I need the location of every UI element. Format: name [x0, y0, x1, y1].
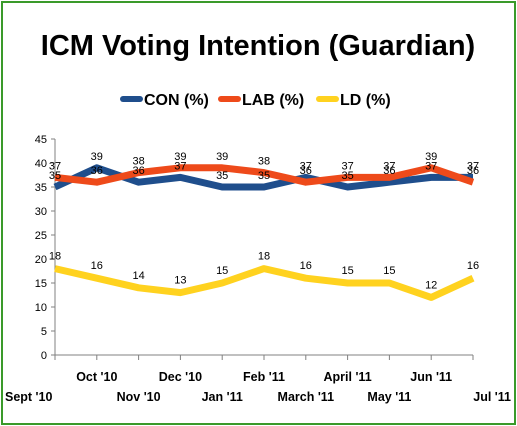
series-line-1 — [54, 164, 475, 186]
x-tick-label-7: April '11 — [324, 370, 372, 384]
data-label-0-4: 35 — [216, 170, 228, 182]
data-label-2-3: 13 — [174, 275, 186, 287]
y-tick-label-10: 10 — [35, 302, 47, 314]
data-label-1-8: 37 — [383, 160, 395, 172]
data-label-0-0: 35 — [49, 170, 61, 182]
y-tick-label-0: 0 — [41, 350, 47, 362]
x-tick-label-8: May '11 — [367, 390, 411, 404]
chart-title: ICM Voting Intention (Guardian) — [41, 30, 475, 62]
legend-label-2: LD (%) — [340, 92, 391, 109]
data-label-2-9: 12 — [425, 279, 437, 291]
y-tick-label-20: 20 — [35, 254, 47, 266]
data-label-1-9: 39 — [425, 151, 437, 163]
y-tick-label-40: 40 — [35, 158, 47, 170]
data-label-2-1: 16 — [91, 260, 103, 272]
data-label-2-8: 15 — [383, 265, 395, 277]
data-label-0-9: 37 — [425, 160, 437, 172]
data-label-2-0: 18 — [49, 251, 61, 263]
data-label-0-10: 37 — [467, 160, 479, 172]
x-tick-label-6: March '11 — [278, 390, 335, 404]
data-label-1-2: 38 — [132, 156, 144, 168]
y-tick-label-25: 25 — [35, 230, 47, 242]
x-tick-label-2: Nov '10 — [117, 390, 161, 404]
data-label-2-7: 15 — [341, 265, 353, 277]
data-label-2-2: 14 — [132, 270, 144, 282]
x-tick-label-9: Jun '11 — [410, 370, 452, 384]
y-tick-label-45: 45 — [35, 134, 47, 146]
legend-label-1: LAB (%) — [242, 92, 304, 109]
data-label-0-3: 37 — [174, 160, 186, 172]
x-tick-label-4: Jan '11 — [202, 390, 243, 404]
data-label-1-3: 39 — [174, 151, 186, 163]
data-label-1-4: 39 — [216, 151, 228, 163]
data-label-2-6: 16 — [300, 260, 312, 272]
data-label-0-6: 37 — [300, 160, 312, 172]
data-label-1-0: 37 — [49, 160, 61, 172]
x-tick-label-3: Dec '10 — [159, 370, 202, 384]
data-label-0-8: 36 — [383, 165, 395, 177]
data-label-2-5: 18 — [258, 251, 270, 263]
data-label-1-7: 37 — [341, 160, 353, 172]
data-label-0-5: 35 — [258, 170, 270, 182]
data-label-1-10: 36 — [467, 165, 479, 177]
voting-intention-chart: ICM Voting Intention (Guardian) CON (%) LA… — [5, 30, 511, 404]
y-tick-label-5: 5 — [41, 326, 47, 338]
series-line-2 — [54, 265, 475, 301]
data-label-1-5: 38 — [258, 156, 270, 168]
data-label-0-2: 36 — [132, 165, 144, 177]
x-tick-label-5: Feb '11 — [243, 370, 285, 384]
y-tick-label-35: 35 — [35, 182, 47, 194]
x-tick-label-1: Oct '10 — [76, 370, 117, 384]
x-tick-label-10: Jul '11 — [473, 390, 511, 404]
y-tick-label-15: 15 — [35, 278, 47, 290]
y-tick-label-30: 30 — [35, 206, 47, 218]
legend-label-0: CON (%) — [144, 92, 209, 109]
data-label-1-1: 36 — [91, 165, 103, 177]
data-label-0-7: 35 — [341, 170, 353, 182]
data-label-2-10: 16 — [467, 260, 479, 272]
data-label-0-1: 39 — [91, 151, 103, 163]
data-label-1-6: 36 — [300, 165, 312, 177]
data-label-2-4: 15 — [216, 265, 228, 277]
x-tick-label-0: Sept '10 — [5, 390, 52, 404]
